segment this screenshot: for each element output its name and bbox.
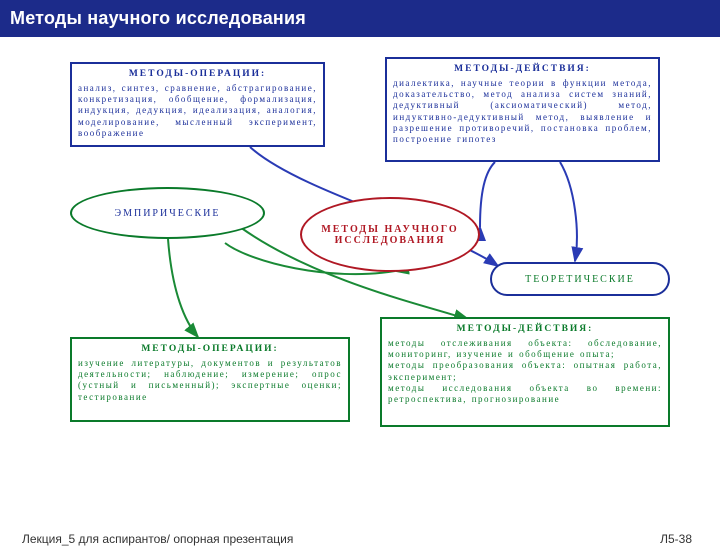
oval-label: ЭМПИРИЧЕСКИЕ — [115, 208, 221, 219]
diagram-canvas: МЕТОДЫ-ОПЕРАЦИИ: анализ, синтез, сравнен… — [0, 37, 720, 497]
footer-right: Л5-38 — [660, 532, 692, 546]
box-body: диалектика, научные теории в функции мет… — [393, 78, 652, 146]
roundrect-theoretical: ТЕОРЕТИЧЕСКИЕ — [490, 262, 670, 296]
roundrect-label: ТЕОРЕТИЧЕСКИЕ — [525, 274, 635, 285]
oval-empirical: ЭМПИРИЧЕСКИЕ — [70, 187, 265, 239]
title-bar: Методы научного исследования — [0, 0, 720, 37]
oval-research-methods: МЕТОДЫ НАУЧНОГО ИССЛЕДОВАНИЯ — [300, 197, 480, 272]
box-methods-actions-top: МЕТОДЫ-ДЕЙСТВИЯ: диалектика, научные тео… — [385, 57, 660, 162]
box-body: анализ, синтез, сравнение, абстрагирован… — [78, 83, 317, 139]
box-header: МЕТОДЫ-ДЕЙСТВИЯ: — [388, 324, 662, 336]
box-methods-operations-bottom: МЕТОДЫ-ОПЕРАЦИИ: изучение литературы, до… — [70, 337, 350, 422]
box-body: методы отслеживания объекта: обследовани… — [388, 338, 662, 406]
footer-left: Лекция_5 для аспирантов/ опорная презент… — [22, 532, 293, 546]
box-header: МЕТОДЫ-ОПЕРАЦИИ: — [78, 69, 317, 81]
box-methods-operations-top: МЕТОДЫ-ОПЕРАЦИИ: анализ, синтез, сравнен… — [70, 62, 325, 147]
page-title: Методы научного исследования — [10, 8, 306, 28]
box-header: МЕТОДЫ-ДЕЙСТВИЯ: — [393, 64, 652, 76]
oval-label: МЕТОДЫ НАУЧНОГО ИССЛЕДОВАНИЯ — [302, 224, 478, 246]
box-header: МЕТОДЫ-ОПЕРАЦИИ: — [78, 344, 342, 356]
box-body: изучение литературы, документов и резуль… — [78, 358, 342, 403]
box-methods-actions-bottom: МЕТОДЫ-ДЕЙСТВИЯ: методы отслеживания объ… — [380, 317, 670, 427]
